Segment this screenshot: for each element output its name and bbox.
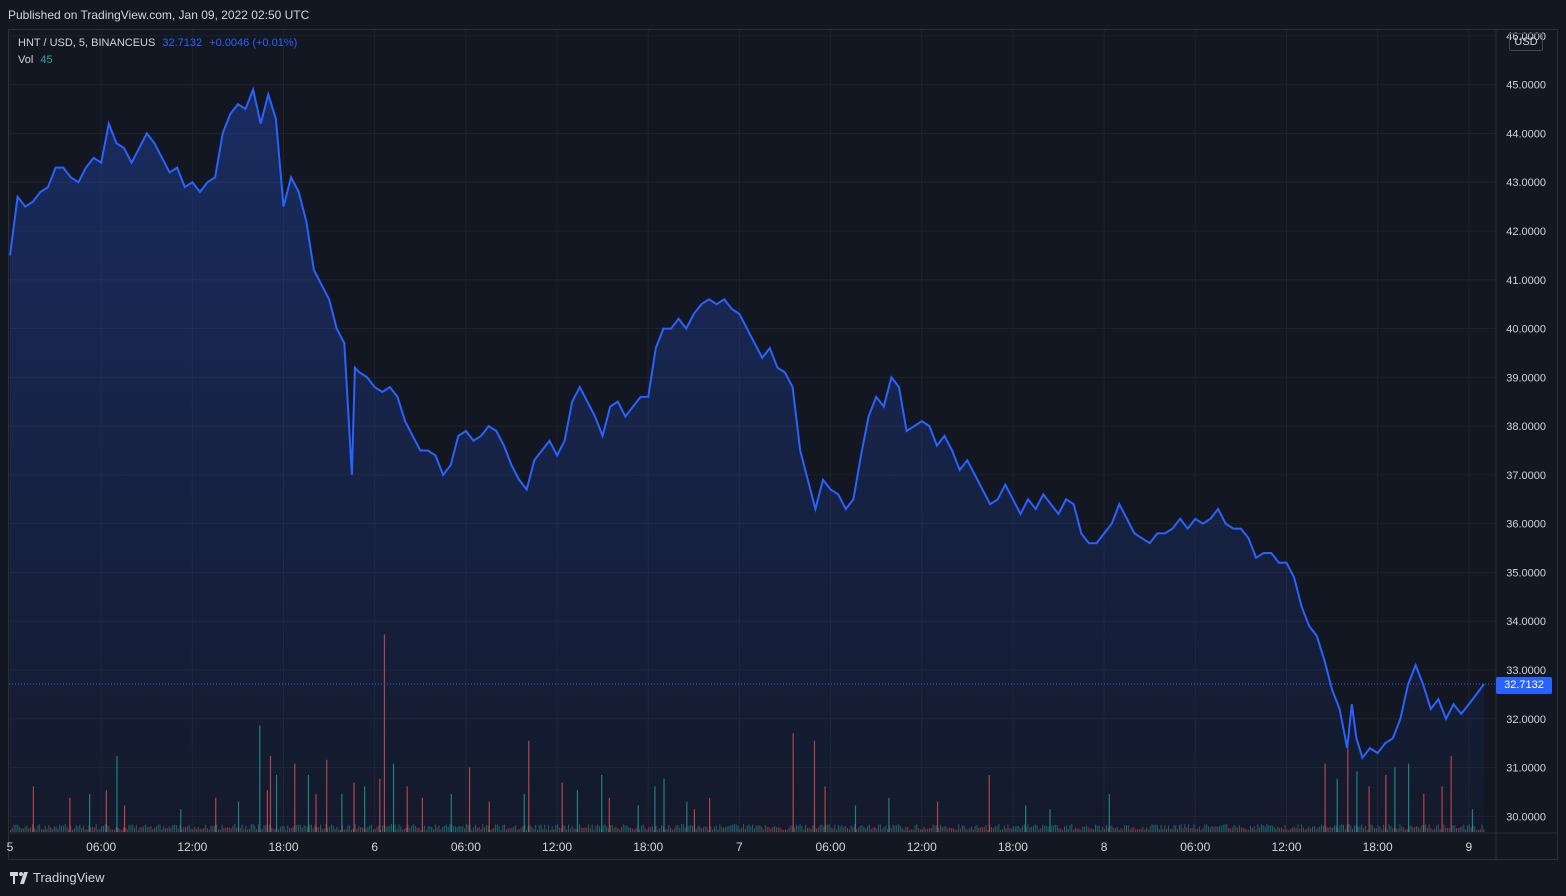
time-axis[interactable]: 5 06:00 12:00 18:00 6 06:00 12:00 18:00 7 06:00 12… (7, 840, 1473, 854)
x-tick-label: 5 (7, 840, 14, 854)
chart-legend: HNT / USD, 5, BINANCEUS 32.7132 +0.0046 … (18, 35, 297, 69)
y-tick-label: 45.0000 (1506, 80, 1546, 92)
y-tick-label: 36.0000 (1506, 519, 1546, 531)
x-tick-label: 06:00 (1180, 840, 1210, 854)
x-tick-label: 18:00 (998, 840, 1028, 854)
volume-value: 45 (40, 54, 53, 66)
x-tick-label: 12:00 (907, 840, 937, 854)
y-tick-label: 33.0000 (1506, 665, 1546, 677)
x-tick-label: 8 (1101, 840, 1108, 854)
x-tick-label: 18:00 (269, 840, 299, 854)
y-tick-label: 37.0000 (1506, 470, 1546, 482)
y-tick-label: 30.0000 (1506, 811, 1546, 823)
y-tick-label: 41.0000 (1506, 275, 1546, 287)
tradingview-logo-icon[interactable] (10, 872, 30, 884)
price-area (10, 89, 1484, 833)
x-tick-label: 12:00 (1271, 840, 1301, 854)
y-tick-label: 40.0000 (1506, 324, 1546, 336)
y-tick-label: 39.0000 (1506, 372, 1546, 384)
last-price-value: 32.7132 (162, 37, 203, 49)
volume-row[interactable]: Vol 45 (18, 52, 297, 69)
y-tick-label: 35.0000 (1506, 567, 1546, 579)
x-tick-label: 9 (1465, 840, 1472, 854)
x-tick-label: 6 (371, 840, 378, 854)
x-tick-label: 18:00 (1363, 840, 1393, 854)
x-tick-label: 18:00 (633, 840, 663, 854)
x-tick-label: 12:00 (542, 840, 572, 854)
published-banner: Published on TradingView.com, Jan 09, 20… (0, 0, 1566, 29)
price-line (9, 86, 1485, 760)
footer-brand[interactable]: TradingView (33, 870, 105, 885)
volume-label: Vol (18, 54, 34, 66)
last-price-tag: 32.7132 (1496, 677, 1552, 694)
y-tick-label: 43.0000 (1506, 177, 1546, 189)
published-text: Published on TradingView.com, Jan 09, 20… (8, 8, 310, 22)
symbol-row[interactable]: HNT / USD, 5, BINANCEUS 32.7132 +0.0046 … (18, 35, 297, 52)
y-tick-label: 42.0000 (1506, 226, 1546, 238)
x-tick-label: 12:00 (177, 840, 207, 854)
y-tick-label: 34.0000 (1506, 616, 1546, 628)
x-tick-label: 06:00 (816, 840, 846, 854)
currency-badge[interactable]: USD (1509, 33, 1543, 51)
y-tick-label: 38.0000 (1506, 421, 1546, 433)
x-tick-label: 7 (736, 840, 743, 854)
price-axis[interactable]: 30.0000 31.0000 32.0000 33.0000 34.0000 35.00… (1506, 31, 1546, 823)
x-tick-label: 06:00 (86, 840, 116, 854)
y-tick-label: 31.0000 (1506, 763, 1546, 775)
y-tick-label: 32.0000 (1506, 714, 1546, 726)
y-tick-label: 44.0000 (1506, 128, 1546, 140)
x-tick-label: 06:00 (451, 840, 481, 854)
footer (0, 862, 1566, 896)
symbol-label[interactable]: HNT / USD, 5, BINANCEUS (18, 37, 156, 49)
change-value: +0.0046 (+0.01%) (209, 37, 298, 49)
